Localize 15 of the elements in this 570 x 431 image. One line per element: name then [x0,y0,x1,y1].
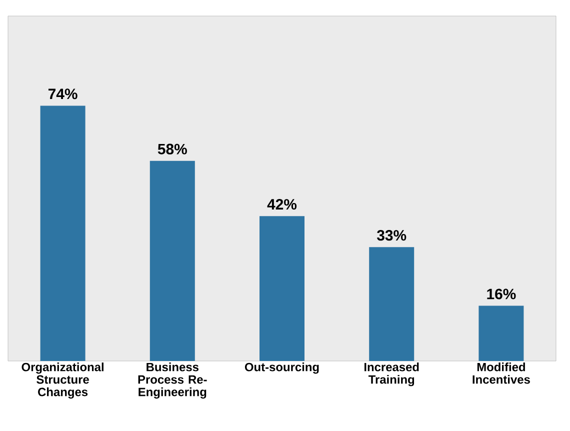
data-label: 58% [158,144,187,154]
bar [478,306,524,361]
data-label: 42% [267,199,297,210]
x-tick-label: Business Process Re-Engineering [138,362,207,399]
x-tick-label: Increased Training [364,362,419,386]
bar [40,106,86,361]
x-tick-label: Modified Incentives [472,362,530,384]
data-label: 33% [376,230,406,241]
bar [150,160,195,361]
x-tick-label: Out-sourcing [244,362,319,374]
x-tick-label: Organizational Structure Changes [22,362,104,399]
data-label: 16% [487,288,516,300]
bar [260,216,304,361]
data-label: 74% [48,88,78,100]
bar [369,247,414,361]
